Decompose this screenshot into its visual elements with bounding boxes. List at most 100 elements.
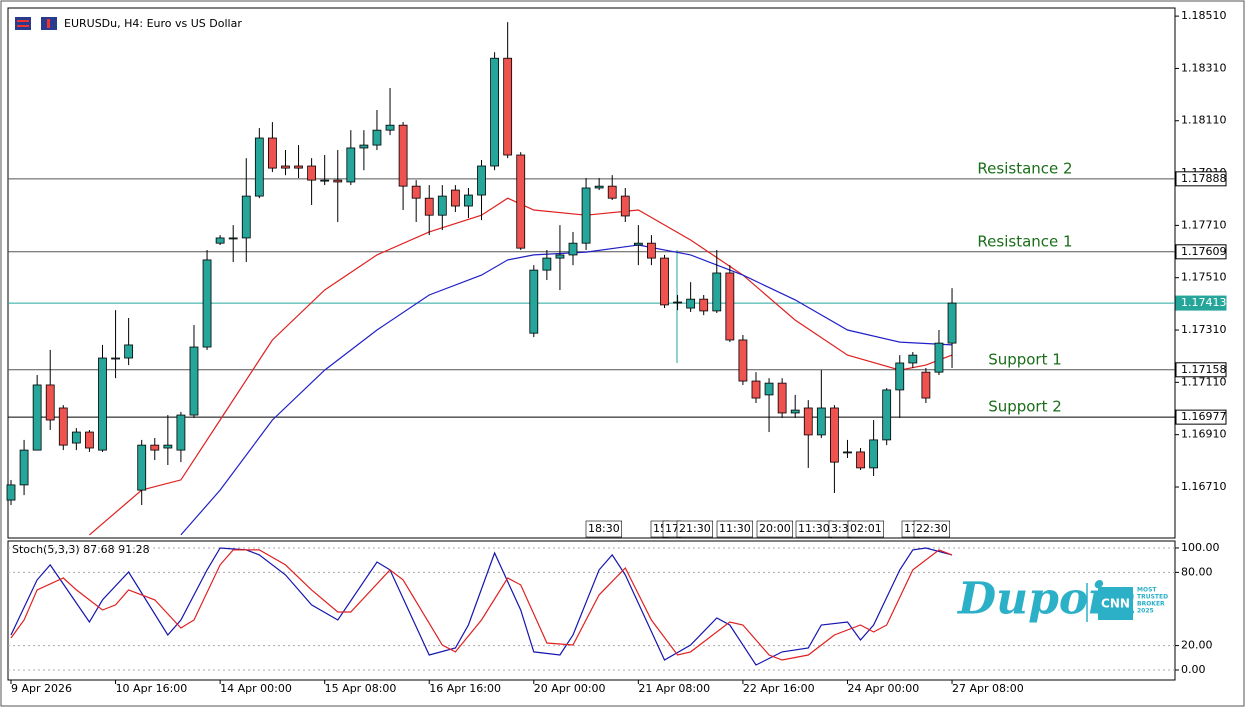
candle-body bbox=[189, 346, 199, 416]
candle-body bbox=[869, 439, 879, 469]
candle-body bbox=[542, 257, 552, 271]
candle-body bbox=[660, 257, 669, 306]
candle-body bbox=[450, 189, 460, 207]
y-tick-label: 80.00 bbox=[1181, 565, 1213, 578]
candle-body bbox=[411, 185, 421, 199]
level-price-box bbox=[1175, 295, 1227, 311]
candle-body bbox=[307, 165, 317, 181]
time-tag-box bbox=[716, 520, 754, 538]
candle-body bbox=[594, 185, 604, 189]
candle-body bbox=[503, 57, 513, 156]
candle-body bbox=[424, 197, 434, 216]
level-price-box bbox=[1175, 171, 1227, 187]
candle-body bbox=[176, 414, 186, 451]
x-tick-label: 22 Apr 16:00 bbox=[743, 682, 815, 695]
candle-body bbox=[241, 195, 251, 239]
candle-body bbox=[320, 179, 330, 182]
candle-body bbox=[150, 444, 160, 451]
level-name: Resistance 2 bbox=[977, 159, 1072, 177]
candle-body bbox=[490, 57, 499, 167]
badge-text: 2025 bbox=[1137, 608, 1154, 615]
candle-body bbox=[6, 484, 16, 501]
candle-body bbox=[607, 185, 617, 199]
candle-body bbox=[699, 298, 709, 312]
price-panel bbox=[7, 7, 1176, 539]
time-tag-label: 22:30 bbox=[916, 522, 948, 535]
candle-body bbox=[137, 444, 147, 491]
y-tick-label: 1.17310 bbox=[1181, 323, 1227, 336]
x-tick-label: 16 Apr 16:00 bbox=[429, 682, 501, 695]
candle-body bbox=[816, 407, 826, 436]
candle-body bbox=[921, 371, 931, 399]
badge: CNN bbox=[1101, 597, 1130, 611]
y-tick-label: 0.00 bbox=[1181, 663, 1206, 676]
time-tag: 02:01 bbox=[847, 520, 885, 538]
candle-body bbox=[163, 444, 173, 449]
candle-body bbox=[934, 342, 944, 373]
time-tag-label: 17 bbox=[665, 522, 679, 535]
candle-body bbox=[751, 380, 761, 399]
time-tag-box bbox=[847, 520, 885, 538]
time-tag: 17 bbox=[662, 520, 682, 538]
time-tag-label: 11:30 bbox=[798, 522, 830, 535]
level-price: 1.17888 bbox=[1181, 172, 1227, 185]
candle-body bbox=[45, 384, 55, 421]
indicator-line bbox=[180, 244, 953, 536]
level-price: 1.16977 bbox=[1181, 410, 1227, 423]
y-tick-label: 1.17710 bbox=[1181, 218, 1227, 231]
badge-text: TRUSTED bbox=[1137, 594, 1168, 601]
candle-body bbox=[673, 301, 682, 304]
candle-body bbox=[215, 237, 225, 244]
candle-body bbox=[281, 165, 290, 169]
level-name: Resistance 1 bbox=[977, 232, 1072, 250]
time-tag-box bbox=[756, 520, 794, 538]
time-tag: 3:3 bbox=[828, 520, 852, 538]
time-tag-label: 18:30 bbox=[588, 522, 620, 535]
candle-body bbox=[71, 431, 81, 444]
candle-body bbox=[633, 242, 643, 246]
level-price-box bbox=[1175, 362, 1227, 378]
candle-body bbox=[555, 254, 565, 259]
candle-body bbox=[202, 259, 212, 348]
candle-body bbox=[19, 449, 29, 486]
level-price-box bbox=[1175, 244, 1227, 260]
candle-body bbox=[333, 179, 343, 183]
candle-body bbox=[568, 242, 578, 256]
candle-body bbox=[620, 195, 630, 217]
y-tick-label: 1.16710 bbox=[1181, 480, 1227, 493]
time-tag-label: 21:30 bbox=[679, 522, 711, 535]
time-tag-box bbox=[676, 520, 714, 538]
indicator-line bbox=[10, 547, 953, 666]
stoch-panel bbox=[7, 540, 1176, 681]
candle-body bbox=[385, 124, 395, 131]
badge-text: MOST bbox=[1137, 587, 1157, 594]
candle-body bbox=[843, 451, 852, 454]
y-tick-label: 100.00 bbox=[1181, 541, 1220, 554]
time-tag: 11:30 bbox=[795, 520, 833, 538]
level-price-box bbox=[1175, 409, 1227, 425]
y-tick-label: 1.18510 bbox=[1181, 9, 1227, 22]
y-tick-label: 1.17510 bbox=[1181, 271, 1227, 284]
candle-body bbox=[529, 269, 539, 334]
x-tick-label: 14 Apr 00:00 bbox=[220, 682, 292, 695]
candle-body bbox=[477, 165, 486, 196]
candle-body bbox=[686, 298, 696, 309]
candle-body bbox=[124, 344, 134, 359]
candle-body bbox=[856, 451, 865, 469]
candle-body bbox=[294, 165, 303, 169]
time-tag-label: 3:3 bbox=[831, 522, 849, 535]
time-tag-label: 02:01 bbox=[850, 522, 882, 535]
candle-body bbox=[725, 272, 735, 341]
time-tag-box bbox=[585, 520, 623, 538]
watermark: Dupoin CNN MOST TRUSTED BROKER 2025 bbox=[956, 574, 1168, 625]
candle-body bbox=[398, 124, 408, 187]
x-tick-label: 10 Apr 16:00 bbox=[116, 682, 188, 695]
candle-body bbox=[437, 195, 447, 216]
candle-body bbox=[882, 389, 892, 441]
level-price: 1.17413 bbox=[1181, 296, 1227, 309]
candle-body bbox=[830, 407, 839, 463]
candle-body bbox=[738, 339, 748, 382]
time-tag: 20:00 bbox=[756, 520, 794, 538]
